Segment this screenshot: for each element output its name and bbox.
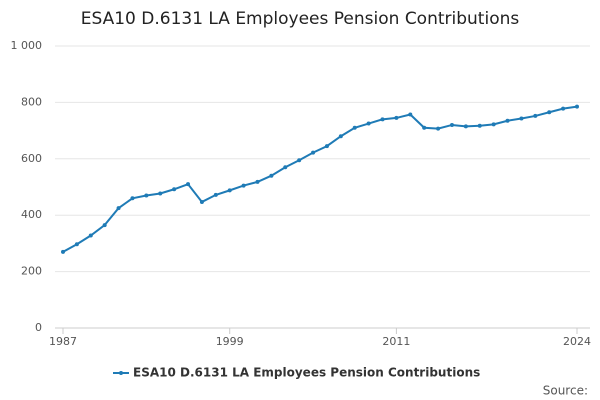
- point: [297, 158, 302, 163]
- point: [144, 193, 149, 198]
- point: [61, 249, 65, 254]
- x-tick-label: 2024: [563, 335, 591, 348]
- point: [380, 117, 385, 122]
- point: [491, 122, 496, 127]
- legend-label: ESA10 D.6131 LA Employees Pension Contri…: [133, 366, 480, 380]
- point: [116, 206, 121, 211]
- point: [283, 165, 288, 170]
- point: [255, 179, 260, 184]
- point: [505, 118, 510, 123]
- point: [394, 115, 399, 120]
- chart-title: ESA10 D.6131 LA Employees Pension Contri…: [81, 9, 520, 29]
- point: [269, 173, 274, 178]
- x-tick-label: 1999: [216, 335, 244, 348]
- point: [338, 134, 343, 139]
- point: [311, 150, 316, 155]
- point: [477, 123, 482, 128]
- point: [547, 110, 552, 115]
- y-tick-label: 0: [35, 321, 42, 334]
- x-tick-label: 2011: [382, 335, 410, 348]
- point: [158, 191, 163, 196]
- point: [422, 125, 427, 130]
- legend-symbol: [119, 371, 123, 375]
- point: [88, 233, 93, 238]
- point: [366, 121, 371, 126]
- point: [352, 125, 357, 130]
- source: Source:: [543, 384, 588, 398]
- point: [186, 182, 191, 187]
- point: [102, 223, 107, 228]
- y-tick-label: 600: [21, 152, 42, 165]
- point: [533, 113, 538, 118]
- point: [213, 192, 218, 197]
- point: [172, 187, 177, 192]
- point: [449, 122, 454, 127]
- y-tick-label: 400: [21, 208, 42, 221]
- x-tick-label: 1987: [49, 335, 77, 348]
- point: [519, 116, 524, 121]
- point: [130, 196, 135, 201]
- point: [561, 106, 566, 111]
- point: [199, 199, 204, 204]
- point: [74, 242, 79, 247]
- point: [575, 104, 579, 109]
- y-tick-label: 1 000: [11, 39, 43, 52]
- line: [62, 105, 578, 253]
- y-tick-label: 200: [21, 265, 42, 278]
- point: [436, 126, 441, 131]
- point: [463, 124, 468, 129]
- y-tick-label: 800: [21, 95, 42, 108]
- point: [324, 144, 329, 149]
- point: [408, 112, 413, 117]
- point: [227, 188, 232, 193]
- point: [241, 183, 246, 188]
